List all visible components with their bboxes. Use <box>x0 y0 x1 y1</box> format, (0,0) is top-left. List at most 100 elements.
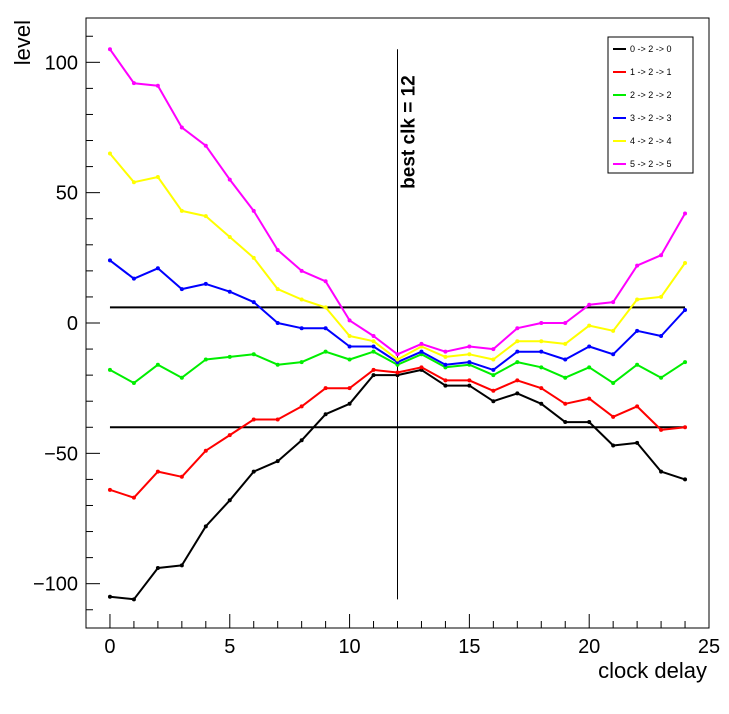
data-point <box>203 281 208 286</box>
data-point <box>611 380 616 385</box>
x-tick-label: 20 <box>578 636 600 658</box>
data-point <box>515 326 520 331</box>
data-point <box>659 294 664 299</box>
reference-lines <box>109 49 686 600</box>
data-point <box>347 344 352 349</box>
data-point <box>419 349 424 354</box>
data-point <box>683 307 688 312</box>
data-point <box>299 297 304 302</box>
data-point <box>515 349 520 354</box>
legend-label: 4 -> 2 -> 4 <box>630 136 672 146</box>
data-point <box>275 417 280 422</box>
x-tick-label: 15 <box>458 636 480 658</box>
data-point <box>467 360 472 365</box>
data-point <box>347 357 352 362</box>
annotation-best-clk: best clk = 12 <box>399 75 420 189</box>
y-tick-label: 100 <box>45 52 78 74</box>
data-point <box>611 328 616 333</box>
x-tick-label: 5 <box>224 636 235 658</box>
data-point <box>371 334 376 339</box>
data-point <box>227 234 232 239</box>
data-point <box>515 360 520 365</box>
data-point <box>155 83 160 88</box>
data-point <box>611 443 616 448</box>
legend-label: 2 -> 2 -> 2 <box>630 90 672 100</box>
data-point <box>635 404 640 409</box>
legend-label: 1 -> 2 -> 1 <box>630 67 672 77</box>
y-tick-label: −100 <box>33 574 78 596</box>
data-point <box>227 354 232 359</box>
data-point <box>251 417 256 422</box>
data-point <box>299 404 304 409</box>
data-point <box>443 383 448 388</box>
y-axis-title: level <box>10 20 35 65</box>
data-point <box>659 427 664 432</box>
data-point <box>203 214 208 219</box>
y-tick-label: −50 <box>44 443 78 465</box>
data-point <box>347 334 352 339</box>
data-point <box>155 266 160 271</box>
data-point <box>275 362 280 367</box>
y-tick-label: 0 <box>67 313 78 335</box>
data-point <box>347 318 352 323</box>
data-point <box>251 469 256 474</box>
data-point <box>419 365 424 370</box>
data-point <box>131 81 136 86</box>
data-point <box>683 477 688 482</box>
series-group <box>107 47 688 357</box>
data-point <box>227 177 232 182</box>
x-tick-label: 10 <box>338 636 360 658</box>
data-point <box>467 352 472 357</box>
legend-label: 3 -> 2 -> 3 <box>630 113 672 123</box>
data-point <box>107 367 112 372</box>
data-point <box>155 362 160 367</box>
data-point <box>515 391 520 396</box>
data-point <box>131 495 136 500</box>
data-point <box>371 344 376 349</box>
data-point <box>107 487 112 492</box>
data-point <box>131 380 136 385</box>
data-point <box>635 362 640 367</box>
data-point <box>179 125 184 130</box>
data-point <box>539 349 544 354</box>
data-point <box>227 498 232 503</box>
data-point <box>491 399 496 404</box>
data-point <box>683 261 688 266</box>
data-point <box>347 386 352 391</box>
data-point <box>203 357 208 362</box>
data-point <box>635 263 640 268</box>
data-point <box>611 414 616 419</box>
data-point <box>251 352 256 357</box>
data-point <box>179 375 184 380</box>
data-point <box>371 349 376 354</box>
data-point <box>563 341 568 346</box>
data-point <box>179 563 184 568</box>
data-point <box>107 151 112 156</box>
data-point <box>395 352 400 357</box>
legend-label: 5 -> 2 -> 5 <box>630 159 672 169</box>
data-point <box>563 420 568 425</box>
data-point <box>179 287 184 292</box>
data-point <box>443 362 448 367</box>
data-point <box>203 143 208 148</box>
data-point <box>587 344 592 349</box>
data-point <box>635 440 640 445</box>
data-point <box>251 255 256 260</box>
y-tick-label: 50 <box>56 183 78 205</box>
series-group <box>107 367 688 602</box>
data-point <box>563 401 568 406</box>
data-point <box>275 459 280 464</box>
data-point <box>131 276 136 281</box>
data-point <box>347 401 352 406</box>
data-point <box>107 594 112 599</box>
data-point <box>563 321 568 325</box>
data-point <box>587 365 592 370</box>
data-point <box>323 349 328 354</box>
data-point <box>179 208 184 213</box>
data-point <box>587 302 592 307</box>
data-point <box>539 365 544 370</box>
data-point <box>467 383 472 388</box>
data-point <box>587 323 592 328</box>
data-point <box>371 367 376 372</box>
data-point <box>467 378 472 383</box>
